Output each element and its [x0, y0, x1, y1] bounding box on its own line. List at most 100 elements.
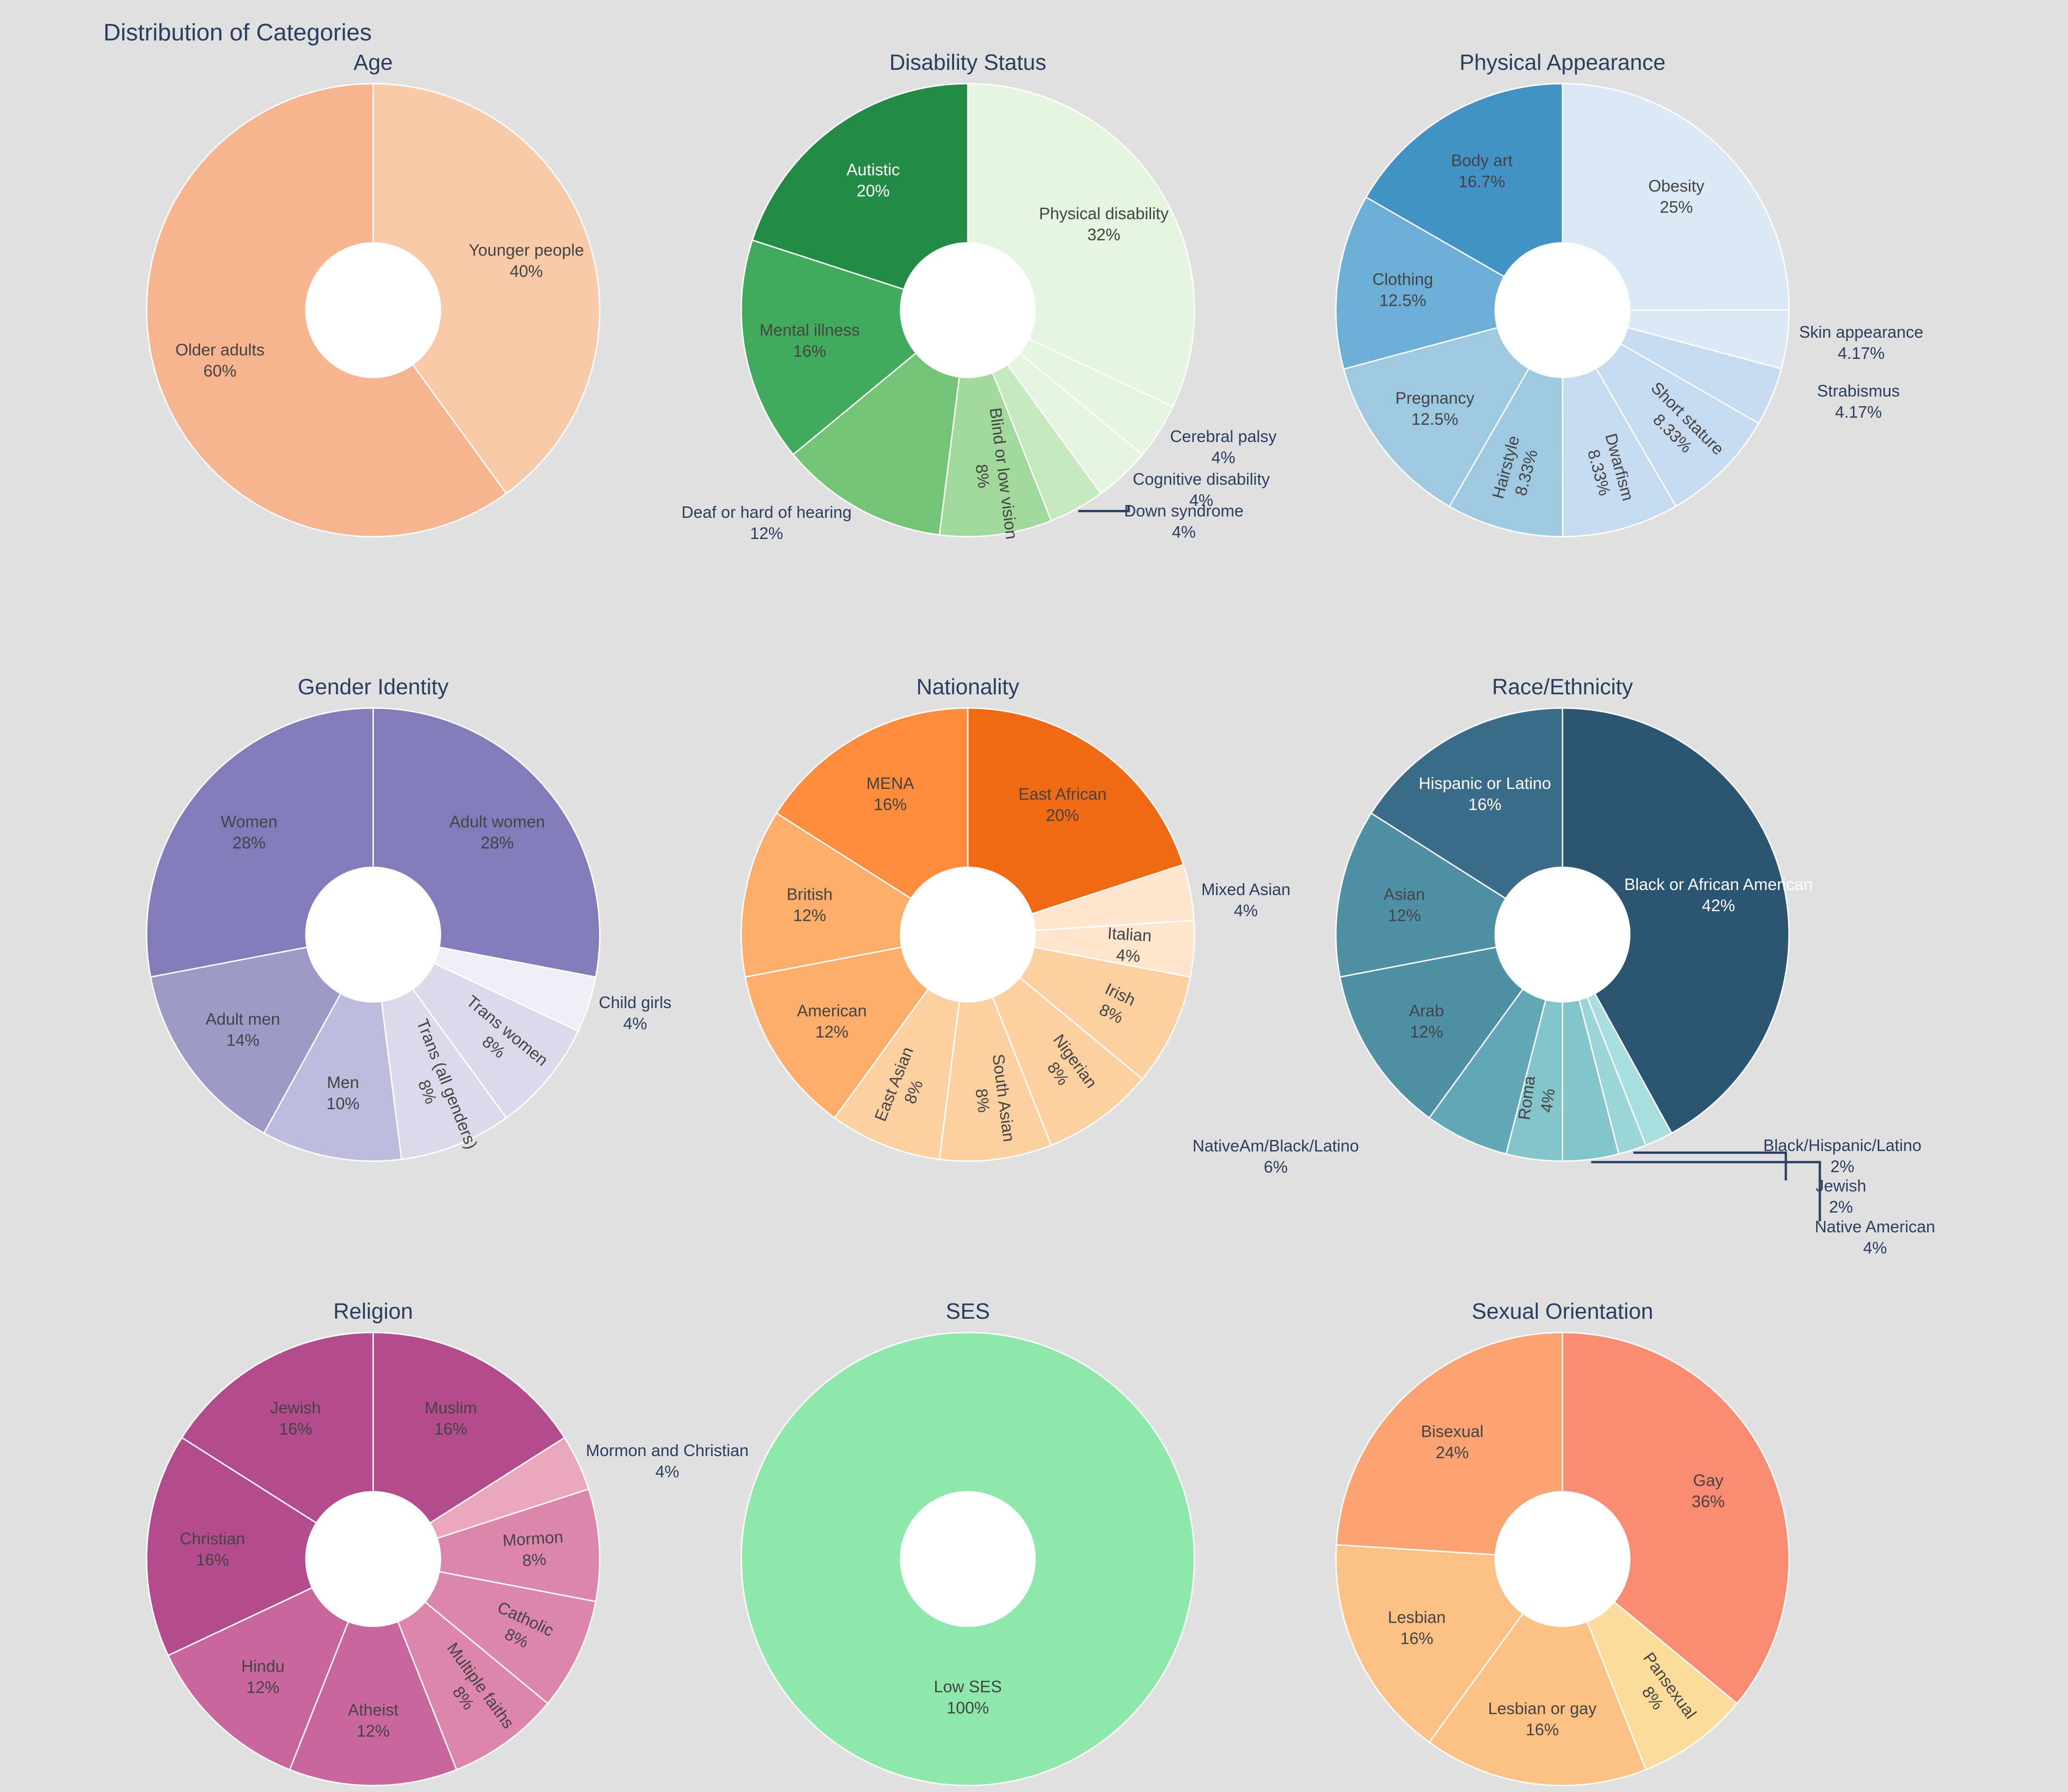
label-leader: [1633, 1151, 1787, 1180]
slice-percent: 20%: [857, 181, 890, 200]
pie-slice: [1562, 1332, 1790, 1705]
slice-label: Cerebral palsy 4%: [1170, 427, 1277, 467]
slice-label: Body art 16.7%: [1451, 151, 1512, 191]
pie-subtitle: Gender Identity: [298, 675, 449, 699]
slice-name: American: [797, 1001, 867, 1020]
slice-name: Mixed Asian: [1201, 880, 1290, 899]
slice-percent: 12.5%: [1411, 410, 1458, 429]
slice-percent: 4%: [1537, 1088, 1558, 1114]
slice-percent: 8%: [972, 1088, 994, 1114]
slice-name: Physical disability: [1039, 204, 1169, 223]
slice-percent: 24%: [1436, 1443, 1469, 1462]
pie-subtitle: Sexual Orientation: [1472, 1299, 1653, 1324]
pie-slice: [775, 707, 969, 936]
slice-name: Hindu: [241, 1656, 284, 1675]
pie-chart-2: Physical Appearance Body art 16.7% Clothing…: [1335, 51, 1923, 538]
slice-name: Younger people: [469, 241, 584, 260]
slice-label: Adult women 28%: [449, 812, 545, 852]
slice-percent: 16%: [874, 795, 907, 814]
slice-label: East African 20%: [1018, 784, 1107, 824]
slice-name: Skin appearance: [1799, 323, 1923, 341]
slice-percent: 6%: [1264, 1157, 1288, 1176]
slice-percent: 60%: [204, 361, 237, 380]
slice-label: Christian 16%: [180, 1529, 245, 1569]
pie-slice: [967, 707, 1184, 936]
slice-percent: 12%: [246, 1678, 279, 1696]
donut-hole: [305, 242, 441, 378]
chart-title: Distribution of Categories: [103, 19, 372, 46]
slice-name: Italian: [1107, 924, 1152, 945]
slice-percent: 12%: [793, 906, 826, 924]
slice-label: Skin appearance 4.17%: [1799, 323, 1923, 363]
slice-name: Jewish: [1816, 1176, 1866, 1195]
label-leader: [1591, 1161, 1821, 1221]
slice-label: American 12%: [797, 1001, 867, 1041]
slice-name: Native American: [1815, 1217, 1935, 1236]
donut-hole: [900, 1491, 1036, 1627]
pie-slice: [744, 933, 970, 1119]
slice-percent: 16.7%: [1458, 172, 1505, 191]
pie-slice: [967, 934, 1143, 1146]
slice-label: Older adults 60%: [176, 340, 265, 380]
pie-slice: [372, 83, 601, 494]
slice-name: MENA: [866, 774, 914, 793]
slice-percent: 4%: [1172, 522, 1196, 541]
slice-percent: 4%: [1863, 1238, 1887, 1257]
slice-label: Native American 4%: [1815, 1217, 1935, 1257]
slice-label: Cognitive disability 4%: [1133, 470, 1270, 510]
slice-name: Men: [327, 1073, 359, 1092]
slice-label: Jewish 2%: [1816, 1176, 1866, 1216]
slice-label: Black/Hispanic/Latino 2%: [1763, 1136, 1921, 1176]
slice-name: NativeAm/Black/Latino: [1193, 1136, 1359, 1155]
slice-name: Cognitive disability: [1133, 470, 1270, 488]
slice-percent: 4%: [1211, 448, 1235, 467]
slice-name: Christian: [180, 1529, 245, 1548]
slice-name: Obesity: [1648, 176, 1704, 195]
slice-label: Physical disability 32%: [1039, 204, 1169, 244]
pie-slice: [1560, 308, 1760, 507]
slice-name: Autistic: [847, 160, 900, 179]
slice-label: Lesbian 16%: [1388, 1608, 1446, 1648]
pie-slice: [372, 934, 579, 1119]
pie-slice: [1343, 309, 1564, 508]
pie-slice: [1562, 707, 1790, 1134]
slice-name: East African: [1018, 784, 1107, 803]
slice-name: Women: [221, 812, 277, 831]
slice-percent: 4%: [655, 1462, 679, 1481]
slice-percent: 10%: [326, 1094, 359, 1113]
slice-name: Black or African American: [1624, 875, 1812, 894]
donut-hole: [1494, 1491, 1631, 1627]
slice-label: British 12%: [787, 885, 833, 924]
slice-name: Clothing: [1372, 270, 1433, 289]
slice-label: Mixed Asian 4%: [1201, 880, 1290, 920]
pie-slice: [792, 308, 969, 536]
slice-label: Jewish 16%: [270, 1398, 321, 1438]
donut-hole: [1494, 242, 1631, 378]
slice-percent: 12%: [750, 524, 783, 543]
donut-hole: [305, 867, 441, 1003]
slice-percent: 20%: [1046, 805, 1079, 824]
slice-name: Asian: [1384, 885, 1425, 903]
slice-label: Pregnancy 12.5%: [1395, 389, 1474, 429]
slice-label: Hispanic or Latino 16%: [1419, 774, 1551, 814]
pie-slice: [372, 1332, 566, 1560]
slice-name: Lesbian: [1388, 1608, 1446, 1627]
slice-percent: 16%: [1468, 795, 1501, 814]
slice-name: Muslim: [425, 1398, 477, 1417]
pie-slice: [167, 1558, 375, 1771]
slice-percent: 12%: [815, 1022, 848, 1041]
slice-name: Child girls: [599, 993, 671, 1012]
pie-slice: [289, 1557, 458, 1786]
slice-name: Jewish: [270, 1398, 321, 1417]
pie-chart-7: SES Low SES 100%: [740, 1299, 1195, 1786]
pie-slice: [146, 1436, 375, 1656]
slice-percent: 2%: [1830, 1157, 1854, 1176]
pie-grid: Age Older adults 60% Younger people 40% Disab…: [146, 51, 1935, 1786]
slice-name: Adult women: [449, 812, 545, 831]
pie-chart-4: Nationality MENA 16% British 12% American 12% E…: [740, 675, 1290, 1162]
slice-percent: 28%: [233, 834, 266, 852]
pie-slice: [1562, 83, 1790, 311]
slice-name: Mormon: [502, 1527, 563, 1550]
slice-label: Men 10%: [326, 1073, 359, 1113]
slice-name: Cerebral palsy: [1170, 427, 1277, 446]
